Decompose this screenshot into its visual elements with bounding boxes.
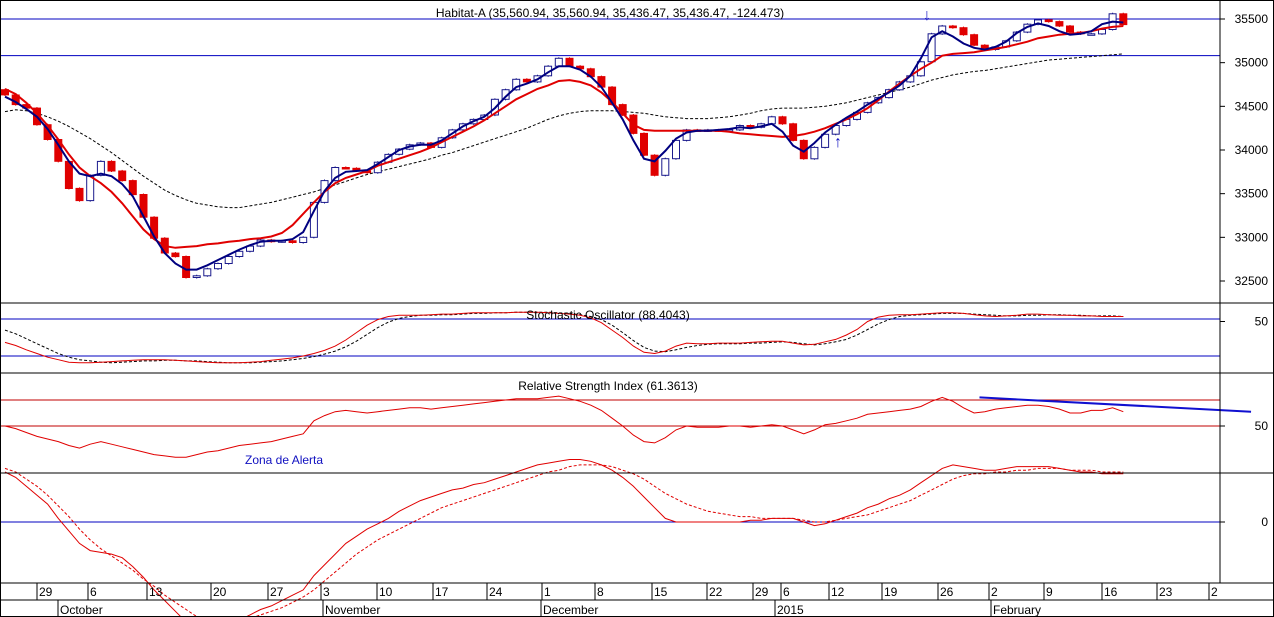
candle-up — [821, 133, 830, 148]
rsi-trendline — [979, 396, 1252, 413]
candle-up — [224, 256, 233, 264]
price-panel-title: Habitat-A (35,560.94, 35,560.94, 35,436.… — [436, 6, 784, 20]
candle-up — [1087, 33, 1096, 36]
macd-tick-label: 0 — [1261, 515, 1268, 529]
sell-arrow-icon: ↓ — [923, 7, 931, 24]
date-tick-label: 1 — [544, 585, 551, 599]
price-tick-label: 35500 — [1235, 12, 1269, 26]
date-tick-label: 15 — [654, 585, 668, 599]
candle-down — [778, 116, 787, 125]
candle-down — [341, 167, 350, 170]
macd-panel: 0 — [0, 459, 1268, 617]
rsi-line — [4, 395, 1124, 458]
price-tick-label: 34000 — [1235, 143, 1269, 157]
candle-down — [650, 154, 659, 176]
month-label: 2015 — [777, 603, 804, 617]
month-label: October — [60, 603, 103, 617]
date-tick-label: 29 — [39, 585, 53, 599]
date-tick-label: 26 — [940, 585, 954, 599]
candle-down — [118, 170, 127, 182]
candle-down — [640, 132, 648, 156]
rsi-panel: 50 Relative Strength Index (61.3613) Zon… — [0, 379, 1268, 467]
date-tick-label: 23 — [1159, 585, 1173, 599]
date-tick-label: 24 — [489, 585, 503, 599]
fast-moving-average-line — [4, 20, 1124, 271]
candle-up — [938, 25, 947, 35]
month-label: November — [325, 603, 380, 617]
stochastic-title: Stochastic Oscillator (88.4043) — [526, 308, 689, 322]
rsi-tick-label: 50 — [1255, 419, 1269, 433]
date-tick-label: 6 — [90, 585, 97, 599]
candle-up — [299, 236, 308, 244]
candle-down — [1066, 25, 1074, 33]
stochastic-k-line — [4, 311, 1124, 364]
candle-up — [672, 139, 680, 160]
rsi-annotation: Zona de Alerta — [245, 453, 323, 467]
candle-up — [235, 250, 244, 258]
date-tick-label: 3 — [323, 585, 330, 599]
date-tick-label: 13 — [149, 585, 163, 599]
date-tick-label: 27 — [270, 585, 284, 599]
candle-up — [203, 268, 212, 277]
date-tick-label: 2 — [1211, 585, 1218, 599]
month-label: December — [543, 603, 598, 617]
candle-down — [522, 78, 531, 83]
macd-signal-line — [4, 464, 1124, 617]
candle-up — [331, 167, 340, 182]
long-moving-average-line — [4, 53, 1124, 209]
date-tick-label: 19 — [884, 585, 898, 599]
candle-up — [86, 174, 95, 202]
date-tick-label: 20 — [213, 585, 227, 599]
date-tick-label: 10 — [379, 585, 393, 599]
date-tick-label: 9 — [1046, 585, 1053, 599]
price-tick-label: 35000 — [1235, 56, 1269, 70]
candle-down — [171, 252, 180, 258]
candle-down — [288, 240, 297, 244]
month-label: February — [993, 603, 1041, 617]
slow-moving-average-line — [4, 25, 1124, 249]
price-tick-label: 34500 — [1235, 99, 1269, 113]
candle-down — [182, 256, 191, 278]
date-tick-label: 8 — [597, 585, 604, 599]
date-tick-label: 17 — [435, 585, 449, 599]
price-panel: 32500 33000 33500 34000 34500 35000 35500 Habi… — [0, 6, 1268, 288]
candle-down — [1055, 21, 1064, 27]
price-tick-label: 33500 — [1235, 187, 1269, 201]
candle-up — [96, 160, 105, 176]
candle-down — [959, 27, 968, 36]
candle-up — [810, 146, 819, 160]
date-tick-label: 12 — [831, 585, 845, 599]
candle-down — [128, 180, 137, 196]
macd-line — [4, 459, 1124, 617]
candle-down — [75, 187, 84, 202]
date-tick-label: 29 — [755, 585, 769, 599]
stochastic-panel: 50 Stochastic Oscillator (88.4043) — [0, 308, 1269, 364]
candle-up — [214, 263, 222, 270]
date-tick-label: 6 — [783, 585, 790, 599]
candle-down — [1044, 19, 1053, 23]
candle-up — [512, 78, 521, 91]
date-tick-label: 16 — [1104, 585, 1118, 599]
candle-down — [948, 25, 957, 29]
candle-down — [789, 123, 798, 141]
candle-down — [1119, 13, 1128, 26]
candle-down — [565, 57, 574, 67]
candle-down — [970, 34, 979, 46]
date-tick-label: 2 — [991, 585, 998, 599]
candle-up — [767, 116, 776, 125]
date-tick-label: 22 — [709, 585, 723, 599]
price-tick-label: 32500 — [1235, 274, 1269, 288]
rsi-title: Relative Strength Index (61.3613) — [518, 379, 697, 393]
stochastic-tick-label: 50 — [1255, 315, 1269, 329]
candle-up — [661, 158, 670, 176]
candle-up — [554, 57, 563, 67]
candle-up — [192, 275, 201, 278]
candle-down — [107, 160, 116, 172]
date-axis: 29 6 13 20 27 3 10 17 24 1 8 15 22 29 6 12 19 26 2 9 16 23 2Oc… — [0, 583, 1274, 617]
buy-arrow-icon: ↑ — [834, 134, 842, 151]
price-tick-label: 33000 — [1235, 230, 1269, 244]
